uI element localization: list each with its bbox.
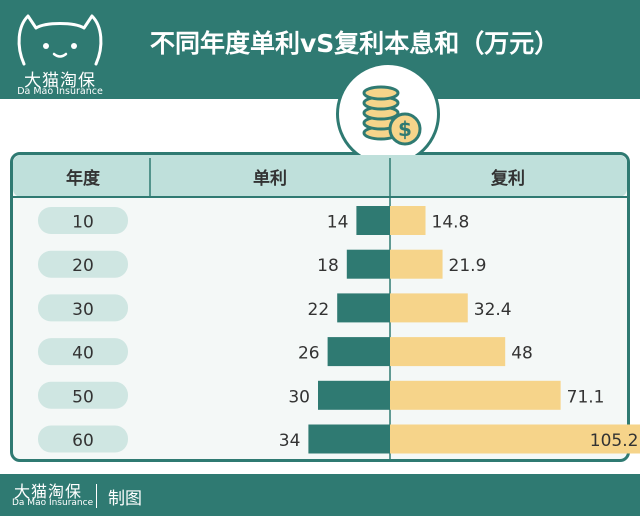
column-header-compound: 复利 <box>490 168 525 189</box>
simple-interest-bar <box>318 380 390 410</box>
footer-credit: 制图 <box>108 489 142 509</box>
header-banner: 大猫淘保 Da Mao Insurance 不同年度单利vS复利本息和（万元） <box>0 0 640 99</box>
simple-interest-bar <box>346 249 390 279</box>
year-label: 40 <box>72 344 94 364</box>
simple-interest-label: 14 <box>327 213 349 233</box>
year-pill <box>38 338 128 366</box>
year-pill <box>38 425 128 453</box>
chart-rows: 10 14 14.8 20 18 21.9 30 22 32.4 40 26 48 50 30 71.1 60… <box>38 206 640 454</box>
simple-interest-label: 18 <box>317 256 339 276</box>
column-header-year: 年度 <box>66 168 101 189</box>
compound-interest-label: 14.8 <box>432 213 470 233</box>
year-label: 30 <box>72 300 94 320</box>
compound-interest-label: 105.2 <box>590 431 639 451</box>
year-label: 20 <box>72 256 94 276</box>
footer-brand-name: 大猫淘保 <box>14 482 83 501</box>
simple-interest-label: 22 <box>308 300 330 320</box>
brand-subtitle: Da Mao Insurance <box>17 86 103 97</box>
compound-interest-bar <box>390 293 468 323</box>
svg-text:$: $ <box>398 117 412 141</box>
year-pill <box>38 294 128 322</box>
year-pill <box>38 250 128 278</box>
footer-brand-subtitle: Da Mao Insurance <box>12 498 94 508</box>
year-pill <box>38 381 128 409</box>
simple-interest-bar <box>356 206 390 235</box>
compound-interest-label: 32.4 <box>474 300 512 320</box>
year-label: 10 <box>72 213 94 233</box>
simple-interest-label: 30 <box>288 387 310 407</box>
simple-interest-bar <box>327 337 390 367</box>
compound-interest-bar <box>390 206 426 235</box>
simple-interest-bar <box>308 424 390 454</box>
footer-divider <box>96 484 97 508</box>
compound-interest-label: 48 <box>511 344 533 364</box>
coins-icon: $ <box>362 85 422 146</box>
brand-name: 大猫淘保 <box>24 71 96 91</box>
column-header-simple: 单利 <box>253 168 287 189</box>
compound-interest-label: 21.9 <box>449 256 487 276</box>
cat-logo-icon <box>17 14 103 66</box>
compound-interest-bar <box>390 380 561 410</box>
simple-interest-bar <box>337 293 390 323</box>
year-label: 60 <box>72 431 94 451</box>
year-pill <box>38 207 128 234</box>
chart-title: 不同年度单利vS复利本息和（万元） <box>150 29 560 58</box>
table-header-row: 年度 单利 复利 <box>13 155 627 198</box>
compound-interest-bar <box>390 424 640 454</box>
footer-banner: 大猫淘保 Da Mao Insurance 制图 <box>0 474 640 516</box>
simple-interest-label: 34 <box>279 431 301 451</box>
year-label: 50 <box>72 387 94 407</box>
compound-interest-bar <box>390 249 443 279</box>
simple-interest-label: 26 <box>298 344 320 364</box>
compound-interest-bar <box>390 337 506 367</box>
compound-interest-label: 71.1 <box>567 387 605 407</box>
